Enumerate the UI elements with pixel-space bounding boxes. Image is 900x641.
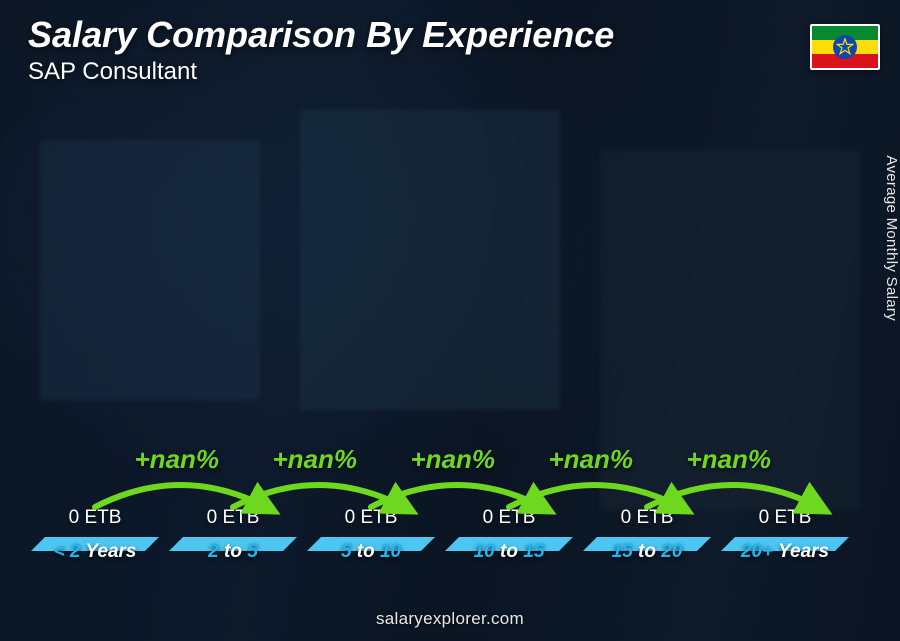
bar-column: 0 ETB bbox=[176, 507, 290, 537]
flag-emblem bbox=[833, 35, 857, 59]
bar-value-label: 0 ETB bbox=[621, 507, 674, 529]
footer-credit: salaryexplorer.com bbox=[0, 609, 900, 629]
bar-value-label: 0 ETB bbox=[69, 507, 122, 529]
bars-container: 0 ETB 0 ETB 0 ETB 0 ETB 0 ETB 0 ETB bbox=[38, 130, 842, 537]
x-axis-label: 10 to 15 bbox=[452, 541, 566, 571]
page-subtitle: SAP Consultant bbox=[28, 58, 197, 86]
x-axis-label: 15 to 20 bbox=[590, 541, 704, 571]
bar-column: 0 ETB bbox=[38, 507, 152, 537]
bar-column: 0 ETB bbox=[590, 507, 704, 537]
x-axis-label: 5 to 10 bbox=[314, 541, 428, 571]
y-axis-label: Average Monthly Salary bbox=[884, 155, 900, 321]
page-title: Salary Comparison By Experience bbox=[28, 14, 614, 56]
x-axis-label: 2 to 5 bbox=[176, 541, 290, 571]
chart-stage: Salary Comparison By Experience SAP Cons… bbox=[0, 0, 900, 641]
bar-column: 0 ETB bbox=[728, 507, 842, 537]
bar-chart: 0 ETB0 ETB0 ETB0 ETB0 ETB0 ETB +nan%+nan… bbox=[38, 130, 842, 571]
bar-column: 0 ETB bbox=[452, 507, 566, 537]
x-axis-label: < 2 Years bbox=[38, 541, 152, 571]
bar-value-label: 0 ETB bbox=[345, 507, 398, 529]
x-axis-label: 20+ Years bbox=[728, 541, 842, 571]
x-labels: < 2 Years 2 to 5 5 to 10 10 to 15 15 to 20 20… bbox=[38, 541, 842, 571]
star-icon bbox=[836, 38, 854, 56]
bar-value-label: 0 ETB bbox=[759, 507, 812, 529]
bar-value-label: 0 ETB bbox=[483, 507, 536, 529]
bar-value-label: 0 ETB bbox=[207, 507, 260, 529]
bar-column: 0 ETB bbox=[314, 507, 428, 537]
country-flag bbox=[810, 24, 880, 70]
